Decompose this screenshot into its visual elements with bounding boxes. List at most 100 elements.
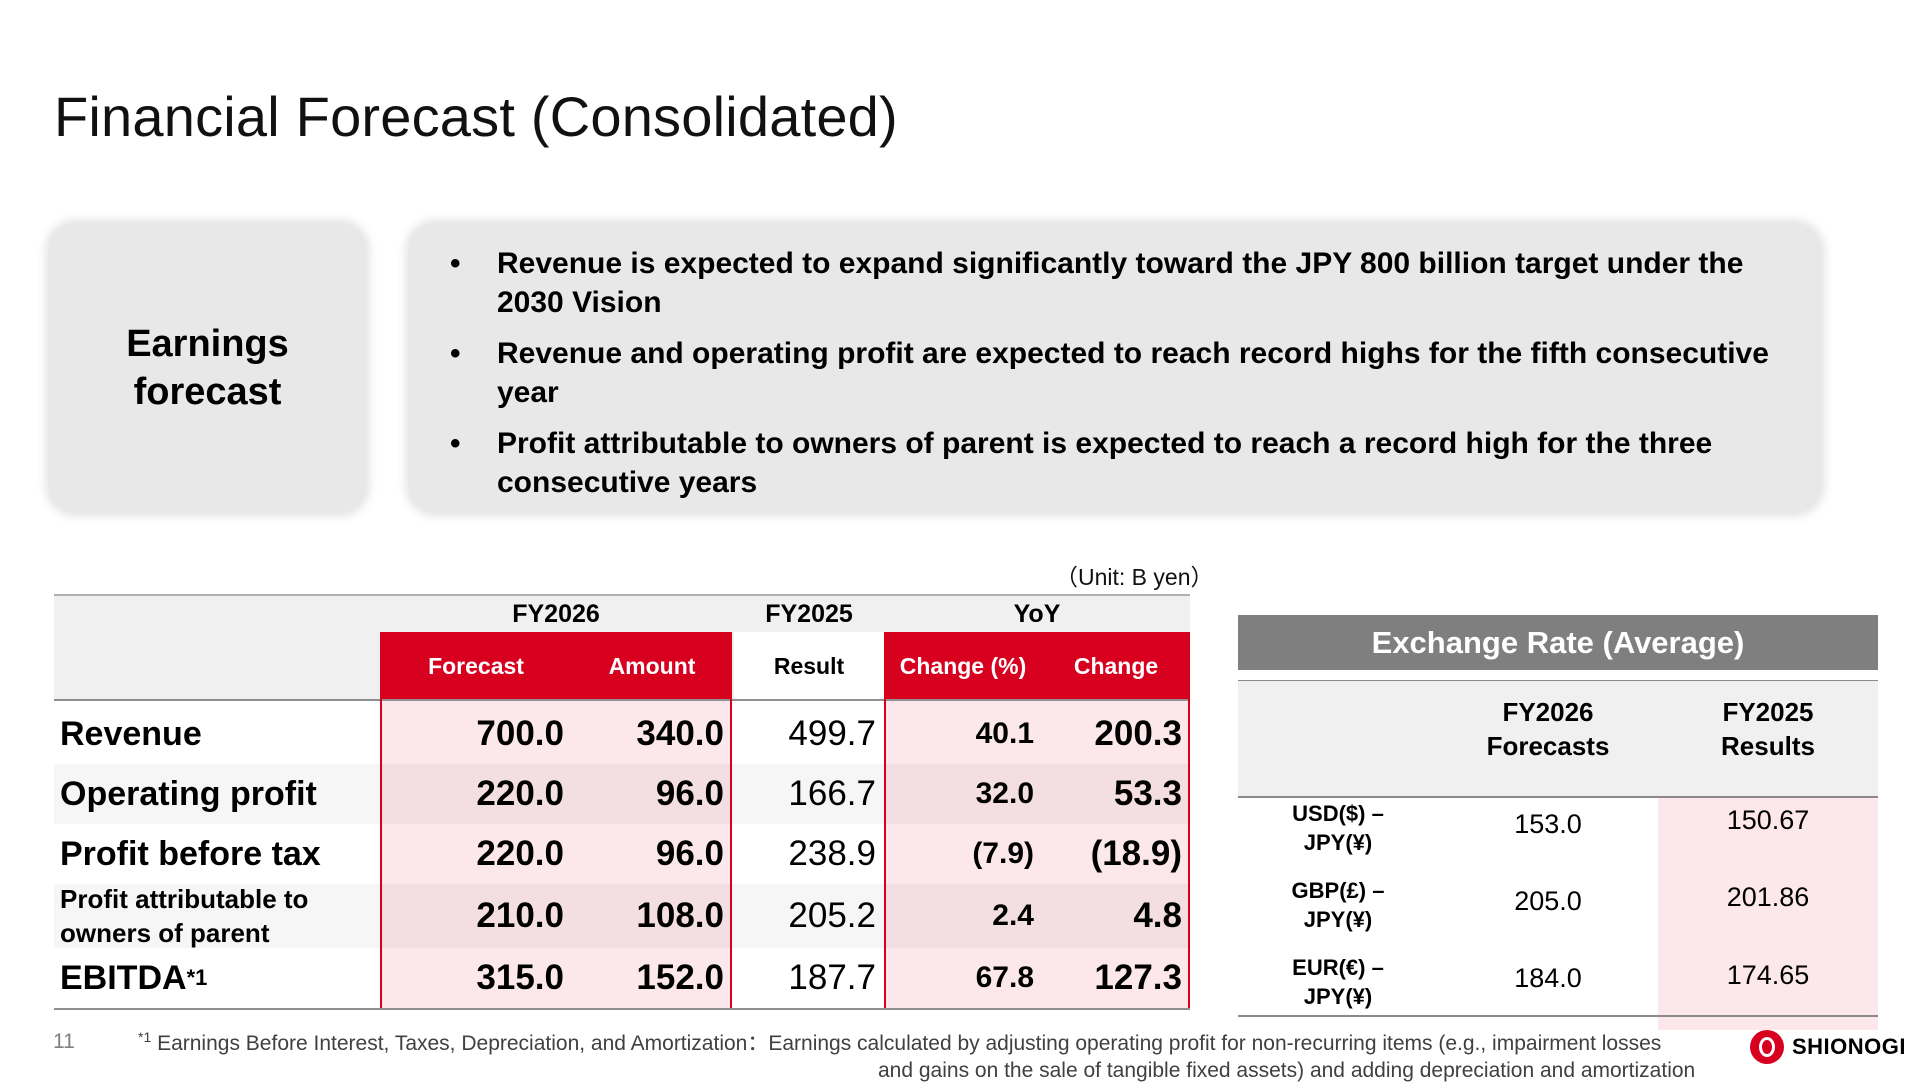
fy2025-rate: 150.67: [1726, 805, 1810, 835]
row-label: Profit before tax: [60, 834, 321, 873]
change-value: 53.3: [1113, 774, 1182, 813]
summary-bullet-text: Revenue and operating profit are expecte…: [497, 337, 1769, 409]
subheader-result: Result: [734, 632, 884, 700]
summary-bullet: • Revenue and operating profit are expect…: [450, 334, 1800, 412]
subheader-amount: Amount: [572, 632, 732, 700]
exchange-rate-title: Exchange Rate (Average): [1238, 615, 1878, 670]
exchange-col-fy2025-line2: Results: [1721, 731, 1815, 761]
exchange-col-fy2026: FY2026 Forecasts: [1438, 695, 1658, 763]
table-row: Profit attributable to owners of parent …: [54, 884, 1190, 948]
footnote-marker: *1: [186, 965, 208, 990]
currency-pair-label: GBP(£) – JPY(¥): [1238, 876, 1438, 934]
currency-pair-line1: GBP(£) –: [1291, 878, 1385, 903]
subheader-forecast: Forecast: [380, 632, 572, 700]
change-pct-value: (7.9): [972, 837, 1034, 870]
fy2025-rate: 174.65: [1726, 960, 1810, 990]
row-label: Revenue: [60, 714, 202, 753]
subheader-change-pct: Change (%): [884, 632, 1042, 700]
exchange-col-fy2026-line2: Forecasts: [1486, 731, 1610, 761]
summary-bullet: • Profit attributable to owners of parent…: [450, 424, 1800, 502]
amount-value: 108.0: [636, 896, 724, 935]
currency-pair-line1: USD($) –: [1292, 801, 1384, 826]
change-value: 127.3: [1094, 958, 1182, 997]
table-row: Operating profit 220.0 96.0 166.7 32.0 5…: [54, 764, 1190, 824]
exchange-col-fy2025-line1: FY2025: [1722, 697, 1814, 727]
row-label-line2: owners of parent: [60, 918, 270, 948]
fy2026-rate: 184.0: [1514, 963, 1582, 993]
footnote-marker: *1: [138, 1029, 152, 1045]
footnote-line1: *1 Earnings Before Interest, Taxes, Depr…: [138, 1024, 1738, 1057]
amount-value: 152.0: [636, 958, 724, 997]
summary-bullet: • Revenue is expected to expand significa…: [450, 244, 1800, 322]
result-value: 166.7: [788, 774, 876, 813]
table-row: EBITDA *1 315.0 152.0 187.7 67.8 127.3: [54, 948, 1190, 1008]
summary-bullet-text: Profit attributable to owners of parent …: [497, 427, 1713, 499]
page-title: Financial Forecast (Consolidated): [54, 85, 898, 148]
table-top-rule: [54, 594, 1190, 596]
forecast-value: 315.0: [476, 958, 564, 997]
change-pct-value: 67.8: [975, 961, 1034, 994]
row-label-text: EBITDA: [60, 958, 187, 997]
currency-pair-line2: JPY(¥): [1303, 907, 1373, 932]
fy2025-rate: 201.86: [1726, 882, 1810, 912]
row-label: Profit attributable to owners of parent: [60, 884, 308, 948]
change-value: (18.9): [1090, 834, 1182, 873]
result-value: 187.7: [788, 958, 876, 997]
exchange-col-fy2026-line1: FY2026: [1502, 697, 1594, 727]
summary-bullets-panel: • Revenue is expected to expand significa…: [410, 224, 1820, 512]
currency-pair-label: USD($) – JPY(¥): [1238, 799, 1438, 857]
forecast-value: 220.0: [476, 774, 564, 813]
footnote: *1 Earnings Before Interest, Taxes, Depr…: [138, 1024, 1738, 1084]
exchange-bottom-rule: [1238, 1015, 1878, 1017]
page-number: 11: [53, 1030, 75, 1053]
earnings-forecast-label: Earnings forecast: [88, 320, 328, 416]
result-value: 238.9: [788, 834, 876, 873]
group-header-fy2026: FY2026: [512, 600, 600, 628]
earnings-forecast-panel: Earnings forecast: [50, 224, 365, 512]
forecast-value: 210.0: [476, 896, 564, 935]
table-row: Revenue 700.0 340.0 499.7 40.1 200.3: [54, 704, 1190, 764]
exchange-col-fy2025: FY2025 Results: [1658, 695, 1878, 763]
forecast-value: 220.0: [476, 834, 564, 873]
earnings-forecast-label-line1: Earnings: [126, 323, 289, 365]
change-value: 4.8: [1133, 896, 1182, 935]
row-label: EBITDA *1: [60, 948, 207, 1008]
fy2025-results-highlight: [1658, 798, 1878, 1030]
bullet-dot-icon: •: [450, 427, 461, 460]
currency-pair-line2: JPY(¥): [1303, 984, 1373, 1009]
result-value: 499.7: [788, 714, 876, 753]
unit-label: （Unit: B yen）: [1055, 564, 1214, 590]
summary-bullet-text: Revenue is expected to expand significan…: [497, 247, 1744, 319]
amount-value: 96.0: [655, 774, 724, 813]
change-pct-value: 32.0: [975, 777, 1034, 810]
shionogi-logo-text: SHIONOGI: [1792, 1034, 1907, 1059]
forecast-value: 700.0: [476, 714, 564, 753]
result-value: 205.2: [788, 896, 876, 935]
table-row: Profit before tax 220.0 96.0 238.9 (7.9)…: [54, 824, 1190, 884]
forecast-table: FY2026 FY2025 YoY Forecast Amount Result…: [54, 594, 1190, 1010]
row-label-line1: Profit attributable to: [60, 884, 309, 914]
table-header-rule: [54, 699, 1190, 701]
exchange-header-bottom-rule: [1238, 796, 1878, 798]
exchange-header-background: [1238, 681, 1878, 797]
change-pct-value: 40.1: [975, 717, 1034, 750]
table-bottom-rule: [54, 1008, 1190, 1010]
earnings-forecast-label-line2: forecast: [133, 371, 282, 413]
bullet-dot-icon: •: [450, 337, 461, 370]
amount-value: 340.0: [636, 714, 724, 753]
fy2026-highlight: [380, 701, 732, 1008]
row-label: Operating profit: [60, 774, 317, 813]
group-header-yoy: YoY: [1013, 600, 1061, 628]
shionogi-logo: SHIONOGI: [1750, 1030, 1906, 1064]
fy2026-rate: 205.0: [1514, 886, 1582, 916]
currency-pair-label: EUR(€) – JPY(¥): [1238, 953, 1438, 1011]
change-pct-value: 2.4: [992, 899, 1034, 932]
group-header-fy2025: FY2025: [765, 600, 853, 628]
currency-pair-line1: EUR(€) –: [1292, 955, 1384, 980]
currency-pair-line2: JPY(¥): [1303, 830, 1373, 855]
change-value: 200.3: [1094, 714, 1182, 753]
subheader-change: Change: [1042, 632, 1190, 700]
bullet-dot-icon: •: [450, 247, 461, 280]
fy2026-rate: 153.0: [1514, 809, 1582, 839]
summary-bullet-list: • Revenue is expected to expand significa…: [450, 244, 1800, 514]
